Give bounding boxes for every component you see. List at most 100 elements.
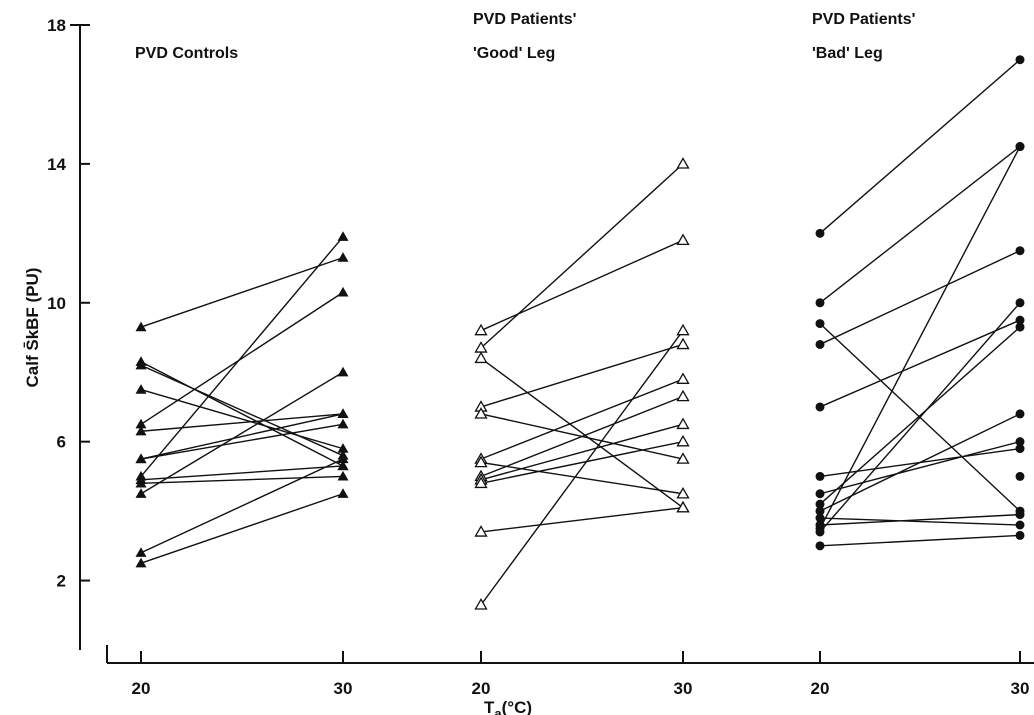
y-tick-label: 14 xyxy=(47,155,66,174)
data-point xyxy=(815,228,825,238)
series-line xyxy=(140,413,344,460)
data-point xyxy=(337,231,349,241)
series-line xyxy=(819,413,1021,512)
data-point xyxy=(1015,315,1025,325)
data-point xyxy=(337,418,349,429)
data-point xyxy=(676,500,690,513)
series-line xyxy=(140,458,344,554)
data-point xyxy=(676,323,690,336)
y-tick-label: 18 xyxy=(47,16,66,35)
series-line xyxy=(480,440,684,485)
series-line xyxy=(819,513,1021,526)
data-point xyxy=(676,434,690,447)
data-point xyxy=(135,418,147,429)
data-point xyxy=(1015,444,1025,454)
data-point xyxy=(135,321,147,332)
data-point xyxy=(474,525,488,537)
series-line xyxy=(140,291,344,425)
data-point xyxy=(815,319,825,329)
data-point xyxy=(815,527,825,537)
series-line xyxy=(480,506,684,533)
panel xyxy=(474,157,690,610)
data-point xyxy=(337,366,349,377)
x-tick-label: 30 xyxy=(1011,679,1030,698)
data-point xyxy=(474,351,488,364)
series-line xyxy=(480,423,684,481)
x-tick-label: 30 xyxy=(674,679,693,698)
series-line xyxy=(819,517,1021,526)
data-point xyxy=(1015,520,1025,530)
series-line xyxy=(480,343,684,408)
data-point xyxy=(1015,530,1025,540)
series-line xyxy=(480,461,684,495)
data-point xyxy=(676,337,690,350)
data-point xyxy=(676,157,690,169)
data-point xyxy=(135,488,147,498)
data-point xyxy=(337,286,349,297)
data-point xyxy=(676,389,690,402)
x-axis-title: Ta(°C) xyxy=(484,698,532,715)
data-point xyxy=(337,252,349,262)
series-line xyxy=(819,534,1021,547)
data-point xyxy=(676,417,690,430)
data-point xyxy=(135,453,147,464)
panel-title: PVD Patients' xyxy=(812,11,915,28)
panel-title: PVD Controls xyxy=(135,45,238,62)
data-point xyxy=(337,460,349,471)
series-line xyxy=(480,378,684,460)
panel-title: PVD Patients' xyxy=(473,11,576,28)
series-line xyxy=(480,163,684,349)
series-line xyxy=(480,330,684,606)
data-point xyxy=(1015,322,1025,332)
series-line xyxy=(140,364,344,457)
series-line xyxy=(819,302,1021,533)
series-line xyxy=(819,145,1021,304)
data-point xyxy=(135,557,147,568)
x-tick-label: 20 xyxy=(472,679,491,698)
data-point xyxy=(815,506,825,516)
series-line xyxy=(140,388,344,450)
data-point xyxy=(1015,246,1025,256)
series-line xyxy=(819,319,1021,408)
data-point xyxy=(1015,55,1025,65)
data-point xyxy=(676,486,690,499)
data-point xyxy=(474,407,488,419)
chart-panels xyxy=(135,55,1025,610)
data-point xyxy=(337,408,349,419)
series-line xyxy=(819,146,1021,529)
chart-labels: 2 6 10 14 18 20 30 20 30 20 30 Calf S̄kBF (PU) Ta(°C… xyxy=(23,11,1029,715)
y-tick-label: 6 xyxy=(57,433,66,452)
series-line xyxy=(480,239,684,332)
series-line xyxy=(140,371,344,495)
data-point xyxy=(135,477,147,488)
data-point xyxy=(1015,142,1025,152)
series-line xyxy=(140,361,344,467)
x-tick-label: 20 xyxy=(132,679,151,698)
series-line xyxy=(819,440,1021,495)
panel-title: 'Bad' Leg xyxy=(812,45,883,62)
data-point xyxy=(135,425,147,436)
data-point xyxy=(815,402,825,412)
data-point xyxy=(815,541,825,551)
data-point xyxy=(676,452,690,464)
data-point xyxy=(815,489,825,499)
data-point xyxy=(135,384,147,394)
data-point xyxy=(135,359,147,370)
data-point xyxy=(1015,510,1025,520)
series-line xyxy=(819,250,1021,346)
data-point xyxy=(815,298,825,308)
x-tick-label: 20 xyxy=(811,679,830,698)
data-point xyxy=(815,513,825,523)
series-line xyxy=(140,413,344,432)
axes xyxy=(70,24,1034,664)
series-line xyxy=(140,423,344,460)
panel xyxy=(815,55,1025,551)
panel-title: 'Good' Leg xyxy=(473,45,555,62)
data-point xyxy=(474,598,488,610)
data-point xyxy=(337,453,349,464)
y-tick-label: 10 xyxy=(47,294,66,313)
data-point xyxy=(1015,409,1025,419)
data-point xyxy=(1015,471,1025,481)
data-point xyxy=(337,488,349,498)
